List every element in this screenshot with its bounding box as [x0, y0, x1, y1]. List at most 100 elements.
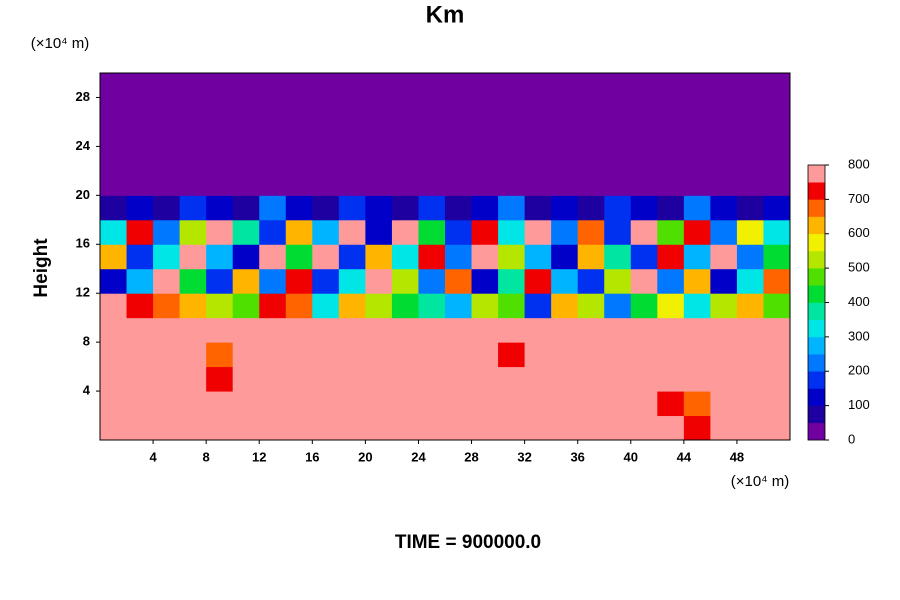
cell	[604, 415, 632, 441]
cell	[418, 219, 446, 245]
cell	[683, 342, 711, 368]
cell	[630, 219, 658, 245]
cell	[312, 244, 340, 270]
cell	[285, 391, 313, 417]
cell	[391, 391, 419, 417]
cell	[577, 317, 605, 343]
cell	[763, 391, 791, 417]
cell	[153, 97, 181, 123]
cell	[179, 342, 207, 368]
cell	[391, 317, 419, 343]
cell	[179, 244, 207, 270]
cell	[657, 244, 685, 270]
colorbar-segment	[808, 199, 825, 217]
cell	[418, 195, 446, 221]
cell	[259, 342, 287, 368]
cell	[577, 342, 605, 368]
cell	[285, 366, 313, 392]
cell	[365, 366, 393, 392]
cell	[365, 121, 393, 147]
cell	[285, 244, 313, 270]
cell	[206, 342, 234, 368]
colorbar-segment	[808, 165, 825, 183]
cell	[630, 391, 658, 417]
cell	[524, 195, 552, 221]
cell	[232, 268, 260, 294]
x-tick-label: 20	[358, 449, 372, 464]
cell	[551, 97, 579, 123]
cell	[100, 268, 128, 294]
cell	[710, 244, 738, 270]
cell	[285, 170, 313, 196]
cell	[126, 97, 154, 123]
chart-title: Km	[426, 1, 465, 28]
cell	[498, 317, 526, 343]
cell	[551, 415, 579, 441]
cell	[232, 121, 260, 147]
cell	[498, 195, 526, 221]
x-tick-label: 12	[252, 449, 266, 464]
cell	[471, 244, 499, 270]
cell	[683, 73, 711, 98]
cell	[179, 268, 207, 294]
cell	[763, 268, 791, 294]
cell	[259, 73, 287, 98]
cell	[657, 121, 685, 147]
cell	[498, 170, 526, 196]
cell	[232, 73, 260, 98]
cell	[312, 170, 340, 196]
cell	[153, 293, 181, 319]
cell	[418, 366, 446, 392]
cell	[551, 366, 579, 392]
cell	[710, 195, 738, 221]
cell	[604, 195, 632, 221]
x-tick-label: 40	[624, 449, 638, 464]
cell	[498, 97, 526, 123]
cell	[471, 415, 499, 441]
cell	[604, 366, 632, 392]
cell	[657, 268, 685, 294]
cell	[206, 170, 234, 196]
cell	[763, 342, 791, 368]
cell	[577, 293, 605, 319]
y-tick-label: 24	[76, 138, 91, 153]
cell	[736, 342, 764, 368]
cell	[100, 317, 128, 343]
cell	[445, 195, 473, 221]
cell	[259, 170, 287, 196]
colorbar-tick-label: 400	[848, 294, 870, 309]
cell	[418, 268, 446, 294]
x-tick-label: 44	[677, 449, 692, 464]
cell	[577, 73, 605, 98]
cell	[657, 195, 685, 221]
cell	[524, 342, 552, 368]
cell	[259, 317, 287, 343]
cell	[206, 391, 234, 417]
cell	[657, 170, 685, 196]
cell	[232, 317, 260, 343]
plot-frame	[99, 72, 791, 441]
cell	[551, 170, 579, 196]
cell	[445, 268, 473, 294]
cell	[604, 391, 632, 417]
cell	[153, 219, 181, 245]
cell	[498, 219, 526, 245]
cell	[232, 146, 260, 172]
cell	[338, 219, 366, 245]
cell	[259, 268, 287, 294]
cell	[683, 219, 711, 245]
cell	[577, 146, 605, 172]
cell	[206, 244, 234, 270]
cell	[285, 195, 313, 221]
cell	[179, 97, 207, 123]
cell	[577, 391, 605, 417]
colorbar-segment	[808, 319, 825, 338]
cell	[338, 170, 366, 196]
cell	[763, 244, 791, 270]
cell	[391, 219, 419, 245]
cell	[285, 342, 313, 368]
cell	[736, 170, 764, 196]
cell	[126, 268, 154, 294]
cell	[524, 268, 552, 294]
cell	[657, 415, 685, 441]
